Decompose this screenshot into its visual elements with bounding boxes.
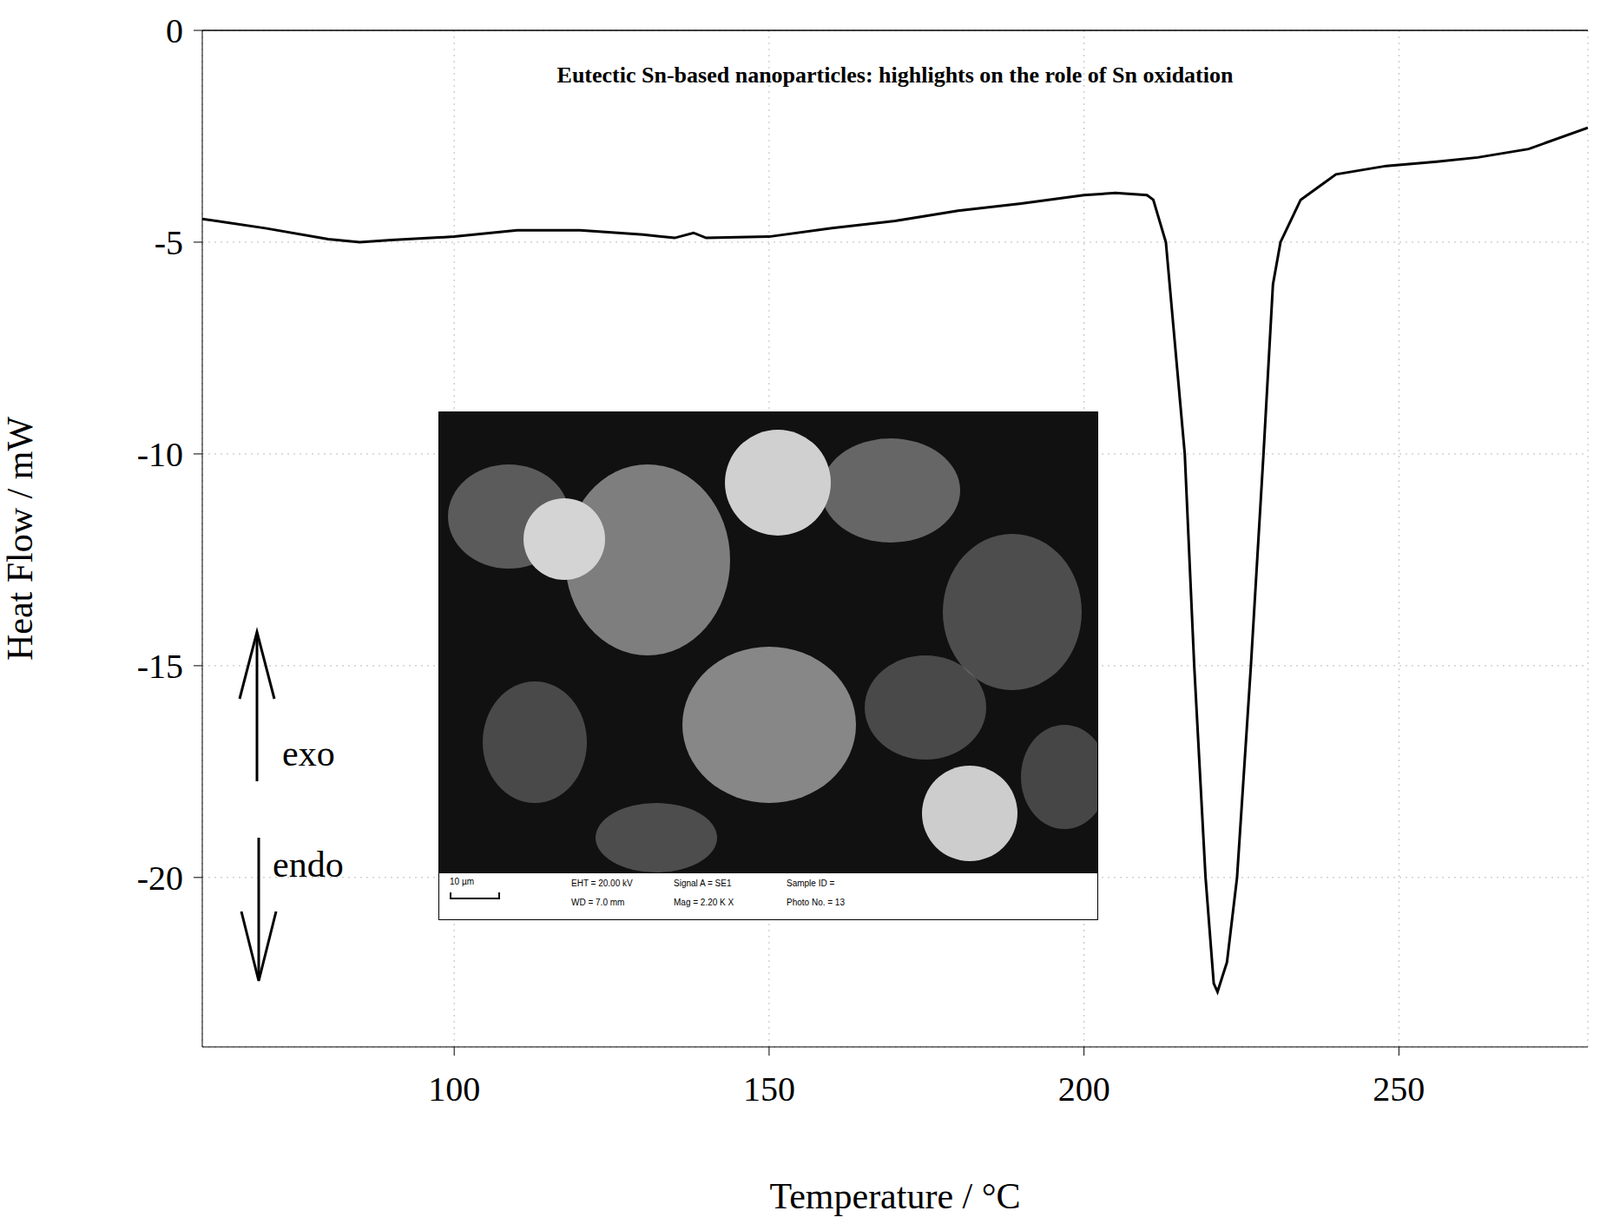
svg-text:endo: endo <box>272 844 344 885</box>
svg-text:-20: -20 <box>137 858 184 898</box>
html-text:Mag = 2.20 K X: Mag = 2.20 K X <box>673 897 734 908</box>
html-text:EHT = 20.00 kV: EHT = 20.00 kV <box>571 878 633 889</box>
svg-text:250: 250 <box>1372 1069 1425 1109</box>
svg-text:200: 200 <box>1058 1069 1111 1109</box>
svg-text:Temperature / °C: Temperature / °C <box>769 1176 1021 1217</box>
svg-text:-5: -5 <box>154 223 184 263</box>
svg-text:-15: -15 <box>137 646 184 686</box>
html-text:Signal A = SE1: Signal A = SE1 <box>673 878 732 889</box>
html-text:WD = 7.0 mm: WD = 7.0 mm <box>571 897 625 908</box>
html-text:Sample ID =: Sample ID = <box>786 878 835 889</box>
html-text:Eutectic Sn-based nanoparticle: Eutectic Sn-based nanoparticles: highlig… <box>556 62 1234 88</box>
svg-text:100: 100 <box>427 1069 481 1109</box>
svg-text:exo: exo <box>282 733 336 774</box>
svg-text:150: 150 <box>743 1069 796 1109</box>
svg-text:0: 0 <box>165 11 184 51</box>
svg-text:-10: -10 <box>137 434 184 475</box>
html-text:10 µm: 10 µm <box>449 876 475 887</box>
svg-text:Heat Flow / mW: Heat Flow / mW <box>0 416 40 661</box>
html-text:Photo No. = 13: Photo No. = 13 <box>786 897 845 908</box>
